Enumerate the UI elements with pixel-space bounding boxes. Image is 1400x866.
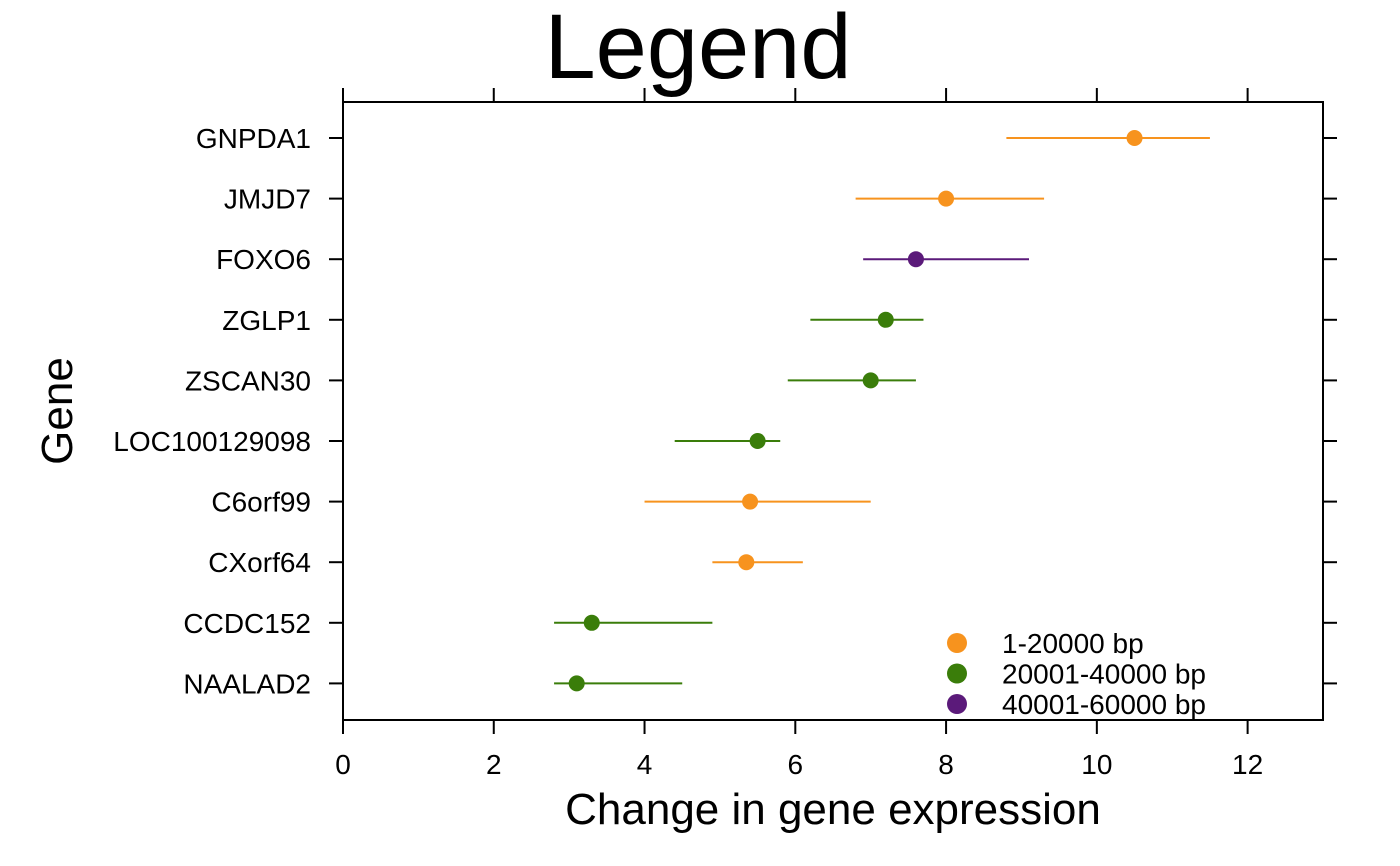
- legend-marker: [947, 663, 967, 684]
- data-point: [877, 311, 894, 328]
- data-point: [1126, 130, 1143, 146]
- y-tick-label: GNPDA1: [196, 123, 311, 154]
- x-tick-label: 10: [1081, 749, 1112, 780]
- legend-label: 1-20000 bp: [1002, 628, 1144, 659]
- x-tick-label: 6: [788, 749, 804, 780]
- y-tick-label: ZGLP1: [222, 305, 311, 336]
- x-tick-label: 8: [938, 749, 954, 780]
- y-tick-label: FOXO6: [216, 244, 311, 275]
- data-point: [583, 614, 600, 631]
- data-marks: [554, 130, 1210, 692]
- data-point: [862, 372, 879, 389]
- legend-label: 20001-40000 bp: [1002, 659, 1206, 690]
- plot-area-frame: [342, 101, 1324, 721]
- x-tick-label: 0: [335, 749, 351, 780]
- legend-label: 40001-60000 bp: [1002, 689, 1206, 720]
- legend-marker: [947, 694, 967, 714]
- y-tick-label: NAALAD2: [183, 668, 311, 699]
- x-tick-label: 2: [486, 749, 502, 780]
- data-point: [938, 190, 955, 207]
- data-point: [738, 554, 755, 571]
- x-tick-label: 4: [637, 749, 653, 780]
- axis-ticks: 0 2 4 6 8 10 12 GNPDA1 JMJD7 FOXO6 ZGLP1 ZSCAN30 LOC…: [113, 88, 1337, 780]
- y-tick-label: ZSCAN30: [185, 365, 311, 396]
- y-tick-label: C6orf99: [211, 487, 311, 518]
- y-tick-label: LOC100129098: [113, 426, 311, 457]
- data-point: [749, 433, 766, 449]
- legend-marker: [947, 633, 967, 653]
- x-axis-title: Change in gene expression: [565, 785, 1101, 834]
- data-point: [907, 251, 924, 268]
- data-point: [742, 493, 759, 510]
- x-tick-label: 12: [1232, 749, 1263, 780]
- y-tick-label: CXorf64: [208, 547, 311, 578]
- y-tick-label: CCDC152: [183, 608, 311, 639]
- y-axis-title: Gene: [33, 357, 82, 465]
- chart-title: Legend: [545, 0, 852, 98]
- y-tick-label: JMJD7: [224, 184, 311, 215]
- data-point: [568, 675, 585, 692]
